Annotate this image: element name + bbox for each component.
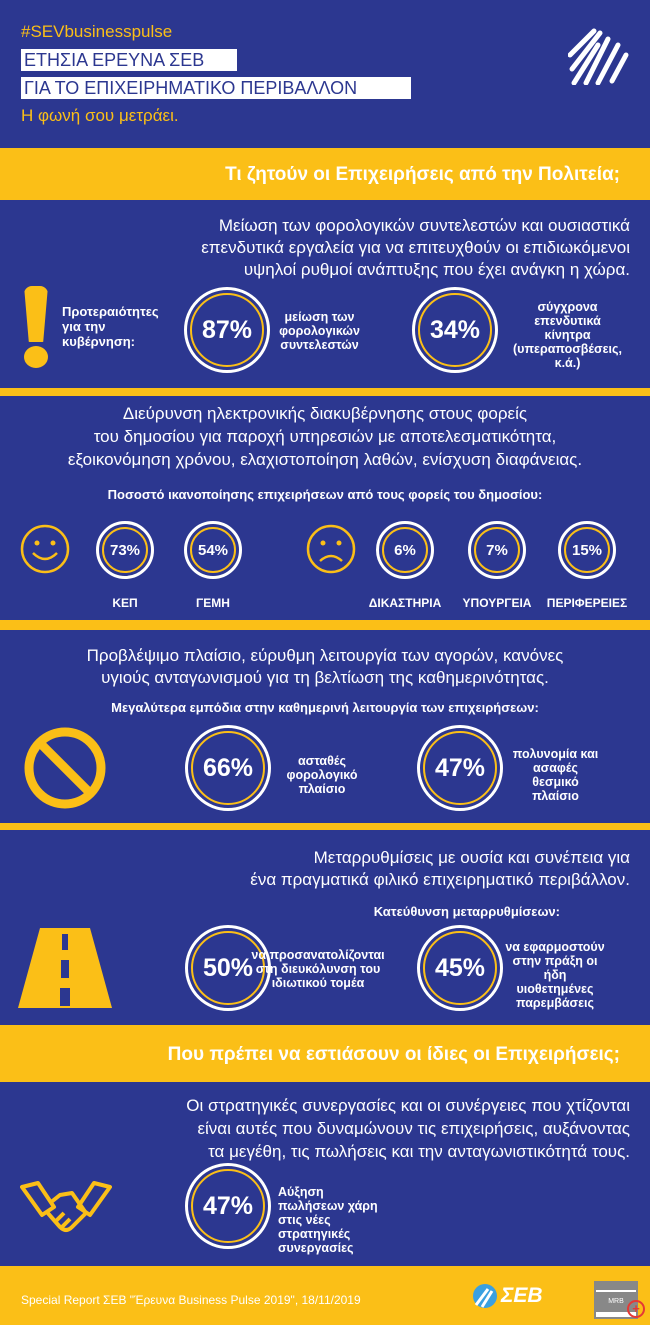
obstacles-subtitle: Μεγαλύτερα εμπόδια στην καθημερινή λειτο…	[111, 700, 539, 715]
stat-note: να προσανατολίζονται στη διευκόλυνση του…	[251, 948, 385, 990]
lead-3: εξοικονόμηση χρόνου, ελαχιστοποίηση λαθώ…	[67, 450, 583, 469]
stat-circle-47-sales: 47%	[185, 1163, 271, 1249]
mrb-logo-text: MRB HELLAS SA	[596, 1292, 636, 1312]
stat-circle-66: 66%	[185, 725, 271, 811]
stat-value: 87%	[201, 315, 253, 344]
sev-logo-emblem-icon	[473, 1284, 497, 1308]
stat-value: 15%	[571, 541, 603, 559]
no-entry-icon	[24, 727, 106, 809]
header: #SEVbusinesspulse ΕΤΗΣΙΑ ΕΡΕΥΝΑ ΣΕΒ ΓΙΑ …	[0, 0, 650, 148]
section-reforms: Μεταρρυθμίσεις με ουσία και συνέπεια για…	[0, 830, 650, 1025]
stat-value: 45%	[434, 953, 486, 982]
stat-circle-gemi: 54%	[184, 521, 242, 579]
lead-1: Οι στρατηγικές συνεργασίες και οι συνέργ…	[186, 1096, 630, 1115]
lead-2: ένα πραγματικά φιλικό επιχειρηματικό περ…	[250, 870, 630, 889]
stat-value: 54%	[197, 541, 229, 559]
lead-1: Διεύρυνση ηλεκτρονικής διακυβέρνησης στο…	[122, 404, 528, 423]
hashtag: #SEVbusinesspulse	[21, 22, 173, 41]
lead-1: Προβλέψιμο πλαίσιο, εύρυθμη λειτουργία τ…	[86, 646, 564, 665]
stat-value: 50%	[202, 953, 254, 982]
sev-logo: ΣΕΒ	[472, 1283, 543, 1309]
footer-source: Special Report ΣΕΒ "Έρευνα Business Puls…	[21, 1293, 361, 1307]
stat-note: να εφαρμοστούν στην πράξη οι ήδη υιοθετη…	[505, 940, 605, 1010]
stat-note: μείωση των φορολογικών συντελεστών	[279, 310, 360, 352]
sev-emblem-icon	[568, 28, 629, 85]
tagline: Η φωνή σου μετράει.	[21, 106, 179, 125]
label-courts: ΔΙΚΑΣΤΗΡΙΑ	[368, 596, 442, 610]
stat-circle-47: 47%	[417, 725, 503, 811]
reforms-subtitle: Κατεύθυνση μεταρρυθμίσεων:	[373, 904, 560, 919]
road-icon	[18, 928, 112, 1008]
stat-circle-kep: 73%	[96, 521, 154, 579]
stat-value: 34%	[429, 315, 481, 344]
stat-value: 47%	[434, 753, 486, 782]
stat-note: Αύξηση πωλήσεων χάρη στις νέες στρατηγικ…	[278, 1185, 378, 1255]
section-markets: Προβλέψιμο πλαίσιο, εύρυθμη λειτουργία τ…	[0, 630, 650, 823]
satisfaction-subtitle: Ποσοστό ικανοποίησης επιχειρήσεων από το…	[107, 487, 543, 502]
section-partnerships: Οι στρατηγικές συνεργασίες και οι συνέργ…	[0, 1082, 650, 1266]
stat-circle-ministries: 7%	[468, 521, 526, 579]
stat-note: σύγχρονα επενδυτικά κίνητρα (υπεραποσβέσ…	[513, 300, 622, 370]
section-tax: Μείωση των φορολογικών συντελεστών και ο…	[0, 200, 650, 388]
lead-1: Μείωση των φορολογικών συντελεστών και ο…	[218, 216, 630, 235]
lead-2: του δημοσίου για παροχή υπηρεσιών με απο…	[93, 427, 557, 446]
label-gemi: ΓΕΜΗ	[196, 596, 230, 610]
stat-circle-34: 34%	[412, 287, 498, 373]
section-heading-business: Που πρέπει να εστιάσουν οι ίδιες οι Επιχ…	[167, 1044, 620, 1065]
label-kep: ΚΕΠ	[112, 596, 138, 610]
lead-2: υγιούς ανταγωνισμού για τη βελτίωση της …	[101, 668, 549, 687]
stat-circle-87: 87%	[184, 287, 270, 373]
stat-value: 47%	[202, 1191, 254, 1220]
stat-value: 66%	[202, 753, 254, 782]
stat-circle-50: 50%	[185, 925, 271, 1011]
title-line-1: ΕΤΗΣΙΑ ΕΡΕΥΝΑ ΣΕΒ	[21, 49, 237, 71]
stat-circle-courts: 6%	[376, 521, 434, 579]
exclamation-icon	[24, 286, 48, 368]
title-line-2: ΓΙΑ ΤΟ ΕΠΙΧΕΙΡΗΜΑΤΙΚΟ ΠΕΡΙΒΑΛΛΟΝ	[21, 77, 411, 99]
lead-2: επενδυτικά εργαλεία για να επιτευχθούν ο…	[201, 238, 630, 257]
zoom-in-icon[interactable]: +	[627, 1300, 645, 1318]
lead-1: Μεταρρυθμίσεις με ουσία και συνέπεια για	[313, 848, 630, 867]
section-egov: Διεύρυνση ηλεκτρονικής διακυβέρνησης στο…	[0, 396, 650, 620]
section-heading-state: Τι ζητούν οι Επιχειρήσεις από την Πολιτε…	[225, 164, 620, 185]
priorities-label: Προτεραιότητες για την κυβέρνηση:	[62, 304, 159, 349]
sev-logo-text: ΣΕΒ	[501, 1284, 543, 1307]
label-ministries: ΥΠΟΥΡΓΕΙΑ	[462, 596, 532, 610]
label-regions: ΠΕΡΙΦΕΡΕΙΕΣ	[546, 596, 628, 610]
stat-value: 6%	[394, 541, 416, 559]
sad-face-icon	[306, 524, 356, 574]
smiley-icon	[20, 524, 70, 574]
handshake-icon	[20, 1181, 112, 1232]
stat-circle-45: 45%	[417, 925, 503, 1011]
lead-3: τα μεγέθη, τις πωλήσεις και την ανταγωνι…	[208, 1142, 630, 1161]
lead-2: είναι αυτές που δυναμώνουν τις επιχειρήσ…	[197, 1119, 630, 1138]
lead-3: υψηλοί ρυθμοί ανάπτυξης που έχει ανάγκη …	[243, 260, 630, 279]
stat-value: 7%	[486, 541, 508, 559]
stat-value: 73%	[109, 541, 141, 559]
stat-note: ασταθές φορολογικό πλαίσιο	[286, 754, 358, 796]
stat-note: πολυνομία και ασαφές θεσμικό πλαίσιο	[512, 747, 599, 803]
stat-circle-regions: 15%	[558, 521, 616, 579]
